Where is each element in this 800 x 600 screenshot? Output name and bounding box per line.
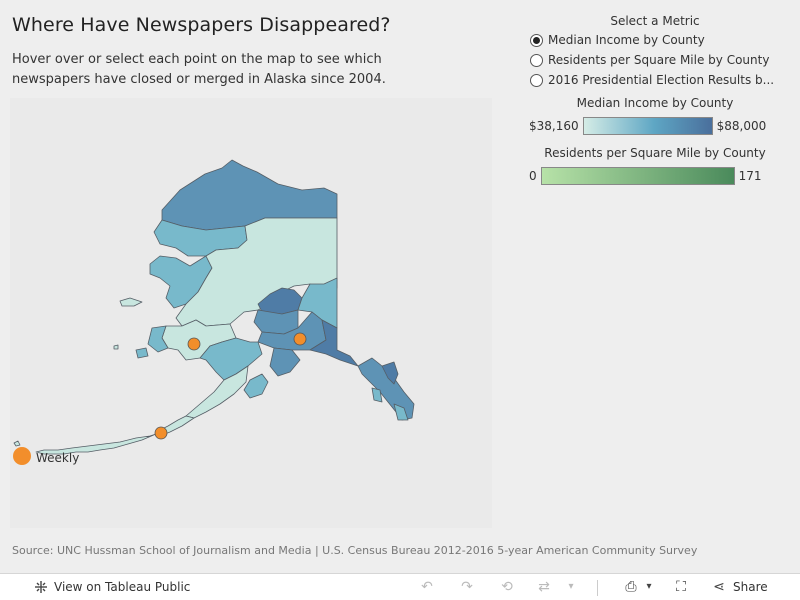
source-note: Source: UNC Hussman School of Journalism… — [12, 544, 698, 557]
view-on-tableau-link[interactable]: View on Tableau Public — [34, 580, 190, 594]
region-aleutians-west[interactable] — [35, 433, 157, 455]
undo-icon[interactable]: ↶ — [421, 579, 433, 595]
share-icon[interactable]: ⋖ — [713, 579, 725, 595]
density-legend-max: 171 — [738, 169, 762, 183]
pause-dropdown-icon[interactable]: ▾ — [568, 581, 574, 592]
radio-button[interactable] — [530, 53, 543, 67]
region-sitka[interactable] — [371, 387, 383, 403]
region-kodiak[interactable] — [243, 373, 269, 399]
region-st-lawrence-island[interactable] — [119, 297, 143, 307]
region-valdez-cordova[interactable] — [309, 319, 359, 367]
region-prince-of-wales[interactable] — [393, 403, 409, 421]
view-on-tableau-label: View on Tableau Public — [54, 580, 191, 594]
radio-dot-icon — [533, 36, 540, 44]
share-button-label[interactable]: Share — [733, 580, 768, 594]
page-subtitle: Hover over or select each point on the m… — [12, 52, 386, 87]
map-panel[interactable] — [10, 98, 492, 528]
download-icon[interactable]: ⎙ — [625, 579, 637, 595]
alaska-map[interactable] — [10, 98, 492, 528]
density-legend-min: 0 — [529, 169, 537, 183]
region-kusilvak[interactable] — [147, 325, 169, 353]
weekly-legend-label: Weekly — [36, 451, 80, 465]
region-small-island[interactable] — [13, 440, 21, 447]
radio-button[interactable] — [530, 73, 543, 87]
newspaper-markers[interactable] — [154, 332, 307, 440]
download-dropdown-icon[interactable]: ▾ — [646, 581, 652, 592]
density-gradient-bar — [540, 167, 735, 185]
region-alaska-peninsula[interactable] — [185, 365, 249, 419]
page-title: Where Have Newspapers Disappeared? — [12, 14, 391, 36]
region-haines-juneau[interactable] — [381, 361, 399, 385]
radio-option-label: Residents per Square Mile by County — [548, 53, 770, 67]
density-legend: 0 171 — [520, 166, 790, 186]
weekly-legend-dot — [13, 447, 31, 465]
region-nunivak-island[interactable] — [135, 347, 149, 359]
income-gradient-bar — [582, 117, 713, 135]
income-legend: $38,160 $88,000 — [520, 116, 790, 136]
redo-icon[interactable]: ↷ — [461, 579, 473, 595]
radio-button-selected[interactable] — [530, 33, 543, 47]
radio-option-median-income[interactable]: Median Income by County — [520, 30, 790, 50]
newspaper-marker-aleutians[interactable] — [154, 426, 168, 440]
income-legend-max: $88,000 — [716, 119, 767, 133]
refresh-icon[interactable]: ⇄ — [538, 579, 550, 595]
radio-option-election-results[interactable]: 2016 Presidential Election Results b... — [520, 70, 790, 90]
tableau-logo-icon — [35, 581, 47, 593]
metric-controls: Select a Metric Median Income by County … — [520, 12, 790, 186]
fullscreen-icon[interactable]: ⛶ — [676, 579, 686, 595]
revert-icon[interactable]: ⟲ — [501, 579, 513, 595]
newspaper-marker-anchorage[interactable] — [293, 332, 307, 346]
weekly-legend: Weekly — [13, 447, 79, 465]
density-legend-title: Residents per Square Mile by County — [544, 146, 766, 160]
region-pribilofs[interactable] — [113, 344, 119, 350]
tableau-toolbar: View on Tableau Public ↶ ↷ ⟲ ⇄ ▾ ⎙ ▾ ⛶ ⋖… — [0, 573, 800, 600]
income-legend-min: $38,160 — [529, 119, 579, 133]
radio-option-residents-density[interactable]: Residents per Square Mile by County — [520, 50, 790, 70]
radio-option-label: Median Income by County — [548, 33, 705, 47]
income-legend-title: Median Income by County — [576, 96, 734, 110]
newspaper-marker-bethel[interactable] — [187, 337, 201, 351]
toolbar-divider — [597, 580, 598, 596]
radio-option-label: 2016 Presidential Election Results b... — [548, 73, 775, 87]
region-kenai[interactable] — [269, 347, 301, 377]
select-metric-title: Select a Metric — [610, 14, 700, 28]
